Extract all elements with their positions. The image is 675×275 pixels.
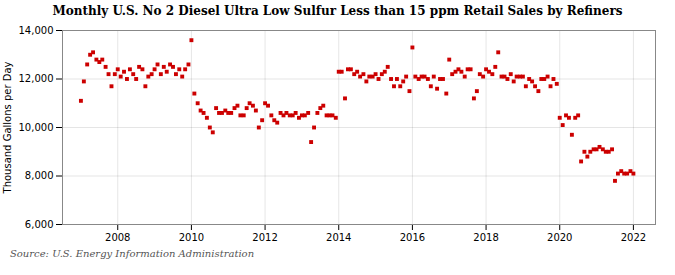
svg-text:14,000: 14,000 <box>19 25 54 36</box>
html-text:Monthly U.S. No 2 Diesel Ultra: Monthly U.S. No 2 Diesel Ultra Low Sulfu… <box>52 4 623 18</box>
svg-text:Thousand Gallons per Day: Thousand Gallons per Day <box>2 61 13 194</box>
svg-text:8,000: 8,000 <box>25 170 54 181</box>
svg-text:2010: 2010 <box>179 232 204 243</box>
svg-text:2022: 2022 <box>621 232 646 243</box>
svg-text:2008: 2008 <box>105 232 130 243</box>
svg-text:2018: 2018 <box>473 232 498 243</box>
svg-text:6,000: 6,000 <box>25 219 54 230</box>
svg-text:2020: 2020 <box>547 232 572 243</box>
svg-text:12,000: 12,000 <box>19 73 54 84</box>
svg-text:2012: 2012 <box>252 232 277 243</box>
svg-text:2014: 2014 <box>326 232 351 243</box>
svg-text:10,000: 10,000 <box>19 122 54 133</box>
html-text:Source: U.S. Energy Informatio: Source: U.S. Energy Information Administ… <box>10 248 255 259</box>
svg-text:2016: 2016 <box>400 232 425 243</box>
